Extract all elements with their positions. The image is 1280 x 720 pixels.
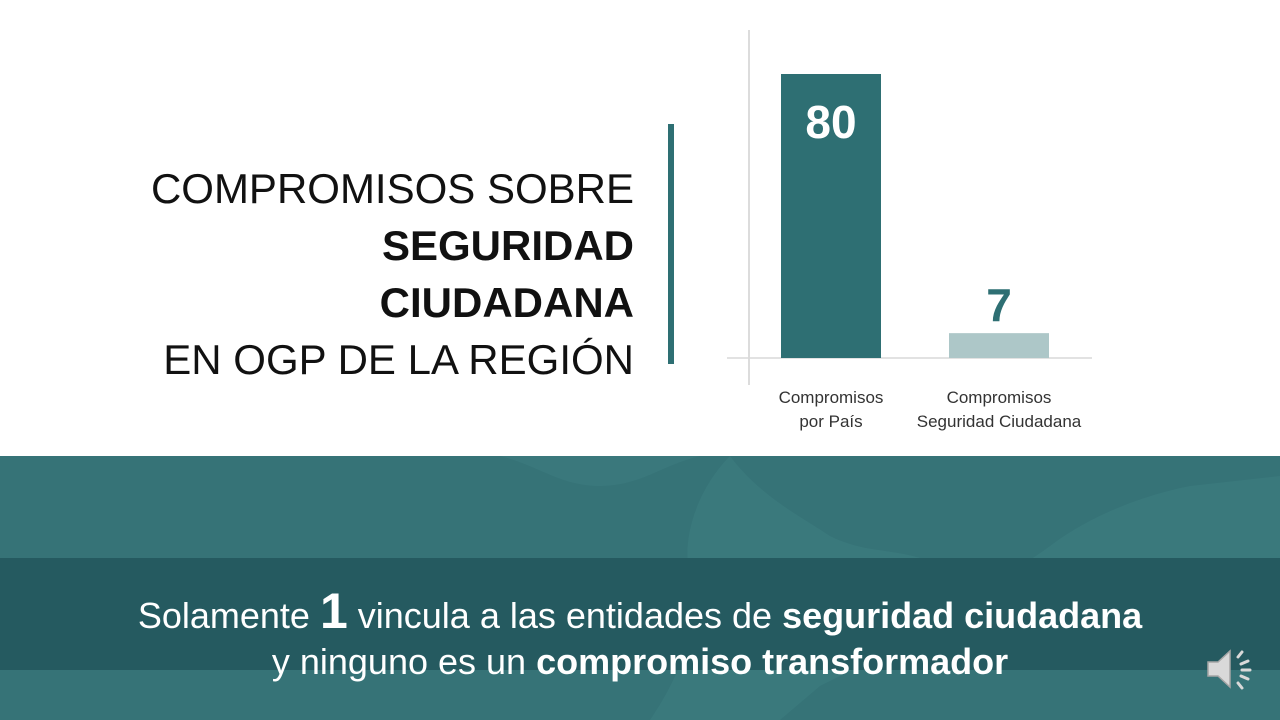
accent-divider — [668, 124, 674, 364]
title-line-2: SEGURIDAD — [381, 222, 634, 269]
bar-2 — [949, 333, 1049, 358]
title-line-4: EN OGP DE LA REGIÓN — [163, 336, 634, 383]
slide-title: COMPROMISOS SOBRE SEGURIDAD CIUDADANA EN… — [151, 160, 634, 388]
message-line2-prefix: y ninguno es un — [271, 641, 537, 682]
title-line-1: COMPROMISOS SOBRE — [150, 165, 634, 212]
bar-chart: 80 Compromisos por País 7 Compromisos Segurid… — [727, 30, 1092, 431]
message-bold-2: compromiso transformador — [536, 641, 1009, 682]
category-label-1-line-1: Compromisos — [779, 388, 884, 407]
message-bold-1: seguridad ciudadana — [782, 595, 1143, 636]
data-label-1: 80 — [805, 96, 856, 148]
bar-1 — [781, 74, 881, 358]
category-label-1-line-2: por País — [799, 412, 862, 431]
message-middle: vincula a las entidades de — [347, 595, 783, 636]
category-label-2-line-1: Compromisos — [947, 388, 1052, 407]
message-prefix: Solamente — [137, 595, 320, 636]
data-label-2: 7 — [986, 279, 1012, 331]
message-number: 1 — [319, 583, 348, 639]
message-line-2: y ninguno es un compromiso transformador — [0, 639, 1280, 685]
message-box — [0, 558, 1280, 670]
category-label-2-line-2: Seguridad Ciudadana — [917, 412, 1082, 431]
message: Solamente 1 vincula a las entidades de s… — [0, 586, 1280, 685]
title-line-3: CIUDADANA — [379, 279, 634, 326]
speaker-icon[interactable] — [1204, 644, 1258, 694]
message-line-1: Solamente 1 vincula a las entidades de s… — [0, 586, 1280, 639]
